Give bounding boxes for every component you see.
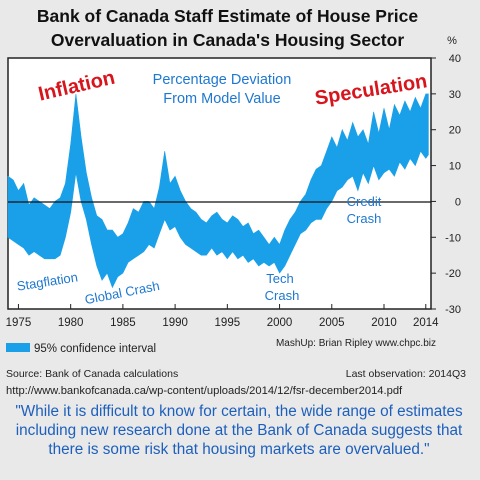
source-url-link[interactable]: http://www.bankofcanada.ca/wp-content/up… — [6, 385, 403, 397]
y-tick-label-6: -20 — [445, 268, 461, 280]
annotation-tech: Tech — [266, 271, 293, 286]
quote-text: "While it is difficult to know for certa… — [15, 403, 463, 458]
x-tick-label-4: 1995 — [215, 317, 241, 329]
x-tick-label-1: 1980 — [58, 317, 84, 329]
x-tick-label-5: 2000 — [267, 317, 293, 329]
annotation-deviation-line2: From Model Value — [163, 91, 280, 107]
y-tick-label-5: -10 — [445, 232, 461, 244]
x-tick-label-2: 1985 — [110, 317, 136, 329]
x-tick-label-7: 2010 — [371, 317, 397, 329]
last-observation-text: Last observation: 2014Q3 — [345, 368, 466, 380]
y-tick-label-0: 40 — [449, 53, 461, 65]
mashup-credit: MashUp: Brian Ripley www.chpc.biz — [276, 338, 436, 349]
chart-title-line1: Bank of Canada Staff Estimate of House P… — [36, 6, 419, 26]
x-tick-label-3: 1990 — [162, 317, 188, 329]
x-tick-label-6: 2005 — [319, 317, 345, 329]
y-unit-label: % — [447, 35, 457, 47]
legend-swatch — [6, 343, 30, 352]
x-tick-label-8: 2014 — [413, 317, 439, 329]
x-tick-label-0: 1975 — [6, 317, 32, 329]
confidence-band-0 — [7, 93, 429, 289]
annotation-credit: Credit — [347, 194, 382, 209]
y-tick-label-1: 30 — [449, 89, 461, 101]
chart-title-line2: Overvaluation in Canada's Housing Sector — [50, 30, 405, 50]
y-tick-label-2: 20 — [449, 125, 461, 137]
annotation-deviation-line1: Percentage Deviation — [153, 72, 292, 88]
annotation-crash: Crash — [265, 288, 300, 303]
source-text: Source: Bank of Canada calculations — [6, 368, 179, 380]
y-tick-label-3: 10 — [449, 161, 461, 173]
legend-label: 95% confidence interval — [34, 343, 156, 355]
y-tick-label-7: -30 — [445, 304, 461, 316]
band-layer — [7, 93, 429, 289]
annotation-credit-crash: Crash — [347, 211, 382, 226]
y-tick-label-4: 0 — [455, 196, 461, 208]
